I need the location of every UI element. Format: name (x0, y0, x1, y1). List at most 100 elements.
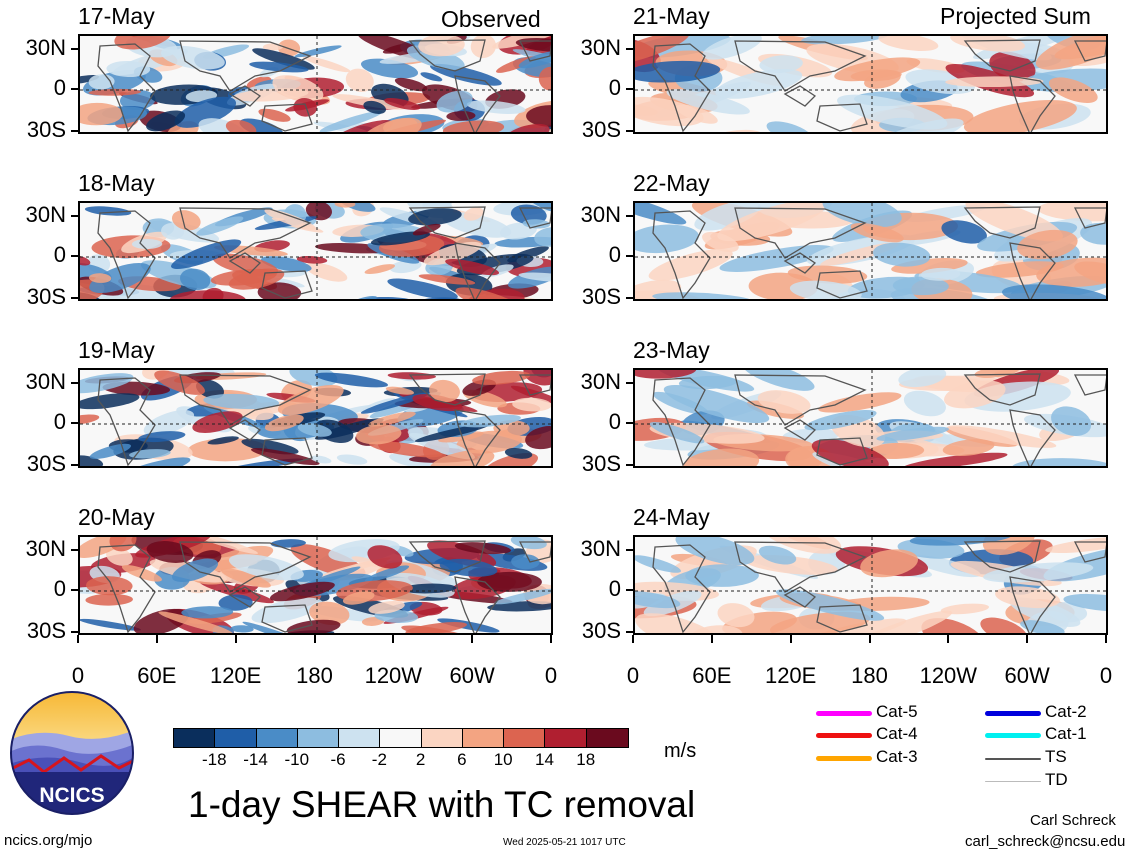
colorbar-cell (586, 729, 628, 747)
longitude-tick (313, 635, 316, 643)
latitude-tick (626, 88, 633, 90)
colorbar-tick-label: 14 (534, 750, 554, 769)
longitude-tick (234, 635, 237, 643)
left-map-panel (78, 201, 553, 301)
legend-line-cat-1 (985, 733, 1041, 738)
projected-header: Projected Sum (940, 3, 1091, 29)
longitude-tick (1026, 635, 1029, 643)
longitude-tick (947, 635, 950, 643)
footer-author: Carl Schreck (1030, 812, 1116, 829)
right-map-panel (633, 201, 1108, 301)
footer-email: carl_schreck@ncsu.edu (965, 833, 1126, 850)
latitude-label: 0 (53, 409, 66, 434)
legend-label-cat-2: Cat-2 (1045, 702, 1087, 721)
latitude-label: 30N (580, 369, 621, 394)
colorbar-tick-label: -10 (284, 750, 310, 769)
footer-site: ncics.org/mjo (4, 832, 93, 849)
latitude-label: 0 (608, 75, 621, 100)
longitude-label: 120W (919, 663, 978, 688)
legend-label-ts: TS (1045, 747, 1067, 766)
latitude-label: 30N (580, 202, 621, 227)
colorbar-cell (380, 729, 422, 747)
legend-label-cat-4: Cat-4 (876, 724, 918, 743)
legend-line-cat-2 (985, 711, 1041, 716)
legend-label-cat-3: Cat-3 (876, 747, 918, 766)
colorbar-cell (339, 729, 381, 747)
longitude-label: 120W (364, 663, 423, 688)
latitude-tick (71, 130, 78, 132)
latitude-label: 30N (25, 35, 66, 60)
latitude-tick (626, 48, 633, 50)
latitude-label: 30N (580, 35, 621, 60)
longitude-tick (632, 635, 634, 643)
latitude-label: 30S (26, 618, 66, 643)
latitude-tick (626, 130, 633, 132)
left-panel-date: 17-May (78, 3, 155, 29)
latitude-tick (71, 382, 78, 384)
latitude-tick (71, 255, 78, 257)
longitude-label: 60W (1004, 663, 1050, 688)
left-map-panel (78, 368, 553, 468)
longitude-tick (1105, 635, 1107, 643)
colorbar-cell (215, 729, 257, 747)
latitude-tick (626, 631, 633, 633)
longitude-label: 60E (137, 663, 177, 688)
latitude-label: 0 (53, 576, 66, 601)
longitude-tick (710, 635, 713, 643)
latitude-label: 30S (581, 117, 621, 142)
latitude-tick (71, 88, 78, 90)
colorbar-cell (421, 729, 463, 747)
longitude-label: 60E (692, 663, 732, 688)
latitude-tick (626, 382, 633, 384)
right-panel-date: 22-May (633, 170, 710, 196)
legend-label-cat-5: Cat-5 (876, 702, 918, 721)
legend-line-td (985, 781, 1041, 782)
right-panel-date: 21-May (633, 3, 710, 29)
legend-line-cat-3 (816, 756, 872, 761)
left-panel-date: 19-May (78, 337, 155, 363)
latitude-tick (71, 48, 78, 50)
left-panel-date: 20-May (78, 504, 155, 530)
latitude-tick (626, 589, 633, 591)
left-map-panel (78, 34, 553, 134)
latitude-label: 30S (26, 117, 66, 142)
legend-line-cat-4 (816, 733, 872, 738)
colorbar (173, 728, 629, 748)
latitude-tick (626, 255, 633, 257)
latitude-label: 30N (580, 536, 621, 561)
latitude-tick (71, 297, 78, 299)
legend-label-td: TD (1045, 770, 1068, 789)
colorbar-cell (174, 729, 216, 747)
latitude-tick (626, 422, 633, 424)
colorbar-cell (545, 729, 587, 747)
longitude-label: 0 (626, 663, 640, 688)
longitude-label: 60W (449, 663, 495, 688)
latitude-label: 0 (53, 75, 66, 100)
latitude-tick (71, 549, 78, 551)
left-panel-date: 18-May (78, 170, 155, 196)
colorbar-cell (297, 729, 340, 747)
left-map-panel (78, 535, 553, 635)
latitude-label: 0 (608, 576, 621, 601)
colorbar-tick-label: -18 (201, 750, 227, 769)
colorbar-unit: m/s (664, 740, 697, 762)
colorbar-tick-label: -14 (243, 750, 268, 769)
colorbar-tick-label: -2 (371, 750, 387, 769)
latitude-label: 0 (53, 242, 66, 267)
colorbar-tick-label: 18 (576, 750, 596, 769)
longitude-tick (868, 635, 871, 643)
latitude-tick (71, 589, 78, 591)
latitude-tick (71, 631, 78, 633)
latitude-label: 30S (26, 284, 66, 309)
latitude-tick (626, 297, 633, 299)
latitude-label: 30S (581, 451, 621, 476)
longitude-label: 180 (296, 663, 333, 688)
longitude-label: 0 (544, 663, 558, 688)
right-map-panel (633, 368, 1108, 468)
latitude-label: 30S (581, 618, 621, 643)
latitude-label: 30S (26, 451, 66, 476)
latitude-label: 30N (25, 536, 66, 561)
legend-label-cat-1: Cat-1 (1045, 724, 1087, 743)
longitude-tick (77, 635, 79, 643)
latitude-label: 0 (608, 242, 621, 267)
